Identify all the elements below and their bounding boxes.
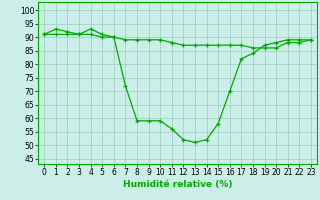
- X-axis label: Humidité relative (%): Humidité relative (%): [123, 180, 232, 189]
